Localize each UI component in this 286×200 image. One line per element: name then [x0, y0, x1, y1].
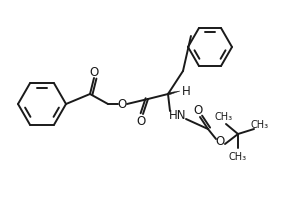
Text: CH₃: CH₃ [215, 111, 233, 121]
Polygon shape [168, 92, 180, 96]
Text: O: O [193, 104, 202, 117]
Text: H: H [182, 85, 190, 98]
Text: CH₃: CH₃ [251, 119, 269, 129]
Text: CH₃: CH₃ [229, 151, 247, 161]
Text: O: O [215, 135, 225, 148]
Text: O: O [117, 98, 127, 111]
Text: O: O [90, 66, 99, 79]
Text: HN: HN [169, 109, 187, 122]
Text: O: O [136, 115, 146, 128]
